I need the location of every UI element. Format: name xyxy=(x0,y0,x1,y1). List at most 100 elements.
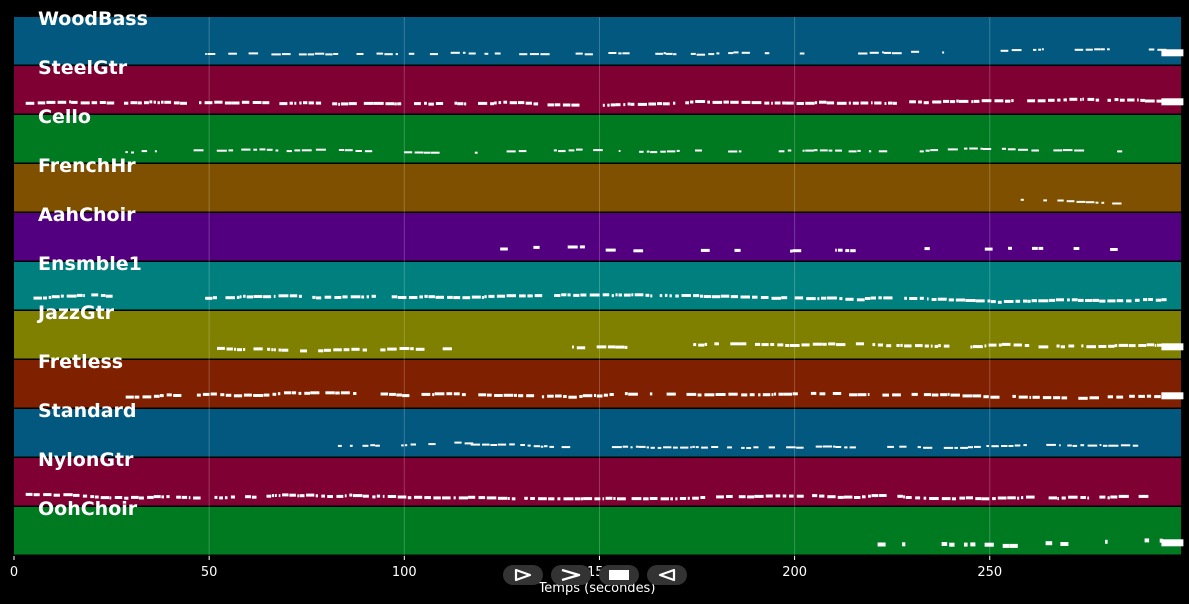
track-band xyxy=(14,262,1181,310)
note-mark xyxy=(530,497,535,500)
note-mark xyxy=(299,101,302,105)
note-mark xyxy=(723,100,729,104)
note-mark xyxy=(799,52,805,55)
note-mark xyxy=(752,295,758,299)
note-mark xyxy=(697,393,702,397)
note-mark xyxy=(1063,98,1067,102)
note-mark xyxy=(286,150,292,153)
note-mark xyxy=(289,493,296,497)
note-mark xyxy=(1128,344,1136,348)
note-mark xyxy=(857,149,861,152)
note-mark xyxy=(990,395,1000,399)
note-mark xyxy=(343,348,350,352)
note-mark xyxy=(796,446,804,449)
note-mark xyxy=(137,101,142,105)
note-mark xyxy=(228,52,237,55)
note-mark xyxy=(1116,299,1124,303)
note-mark xyxy=(1094,48,1100,51)
note-mark xyxy=(233,394,243,398)
note-mark xyxy=(380,392,389,396)
note-mark xyxy=(703,295,712,298)
note-mark xyxy=(1038,246,1044,250)
note-mark xyxy=(693,343,697,347)
note-mark xyxy=(125,395,134,399)
note-mark xyxy=(771,101,773,105)
note-mark xyxy=(960,446,968,449)
note-mark xyxy=(646,446,649,449)
note-mark xyxy=(762,393,771,397)
note-mark xyxy=(130,101,137,105)
note-mark xyxy=(37,101,46,105)
note-mark xyxy=(446,392,453,396)
note-mark xyxy=(402,394,410,398)
note-mark xyxy=(527,294,533,298)
note-mark xyxy=(336,494,344,498)
note-mark xyxy=(277,392,281,396)
note-mark xyxy=(956,99,959,103)
note-mark xyxy=(327,495,333,498)
note-mark xyxy=(372,495,376,499)
note-mark xyxy=(659,294,663,298)
note-mark xyxy=(1120,444,1131,447)
note-mark xyxy=(353,494,363,498)
note-mark xyxy=(248,52,259,55)
note-mark xyxy=(1057,199,1064,202)
note-mark xyxy=(216,149,227,152)
track-band xyxy=(14,360,1181,408)
note-mark xyxy=(899,445,907,448)
note-mark xyxy=(315,494,318,498)
note-mark xyxy=(325,53,333,56)
rewind-button[interactable] xyxy=(647,565,687,585)
note-mark xyxy=(279,102,288,106)
note-mark xyxy=(66,294,77,298)
note-mark xyxy=(650,151,658,154)
note-mark xyxy=(690,446,692,449)
stop-button[interactable] xyxy=(599,565,639,585)
note-mark xyxy=(281,348,289,352)
note-mark xyxy=(294,149,301,152)
note-mark xyxy=(1012,394,1016,398)
note-mark xyxy=(387,495,397,498)
note-mark xyxy=(131,151,134,154)
note-mark xyxy=(524,496,528,500)
note-mark xyxy=(490,102,494,106)
note-mark xyxy=(615,103,621,107)
note-mark xyxy=(959,496,966,500)
note-mark xyxy=(864,297,871,300)
note-mark xyxy=(376,52,384,55)
play-button[interactable] xyxy=(503,565,543,585)
note-mark xyxy=(1074,48,1084,51)
note-mark xyxy=(1161,298,1167,302)
note-mark xyxy=(1101,201,1105,204)
note-mark xyxy=(669,294,672,298)
note-mark xyxy=(1008,445,1014,447)
note-mark xyxy=(205,53,207,55)
note-mark xyxy=(904,296,907,300)
note-mark xyxy=(675,294,679,298)
note-mark xyxy=(144,101,149,105)
note-mark xyxy=(1108,344,1115,348)
note-mark xyxy=(720,294,730,298)
note-mark xyxy=(1027,299,1031,303)
note-mark xyxy=(153,100,156,104)
note-mark xyxy=(607,103,610,107)
note-mark xyxy=(782,494,787,498)
note-mark xyxy=(623,103,626,107)
note-mark xyxy=(997,300,1002,304)
note-mark xyxy=(634,293,644,297)
note-mark xyxy=(930,149,939,152)
note-mark xyxy=(573,293,580,297)
note-mark xyxy=(972,345,983,349)
fast-forward-button[interactable] xyxy=(551,565,591,585)
note-mark xyxy=(373,101,384,105)
note-mark xyxy=(608,52,617,54)
note-mark xyxy=(964,542,968,547)
note-mark xyxy=(605,496,613,500)
note-mark xyxy=(1148,48,1155,51)
note-mark xyxy=(462,51,466,54)
note-mark xyxy=(1001,147,1006,150)
note-mark xyxy=(786,446,796,449)
note-mark xyxy=(362,444,369,447)
note-mark xyxy=(657,446,662,449)
note-mark xyxy=(1078,149,1085,152)
